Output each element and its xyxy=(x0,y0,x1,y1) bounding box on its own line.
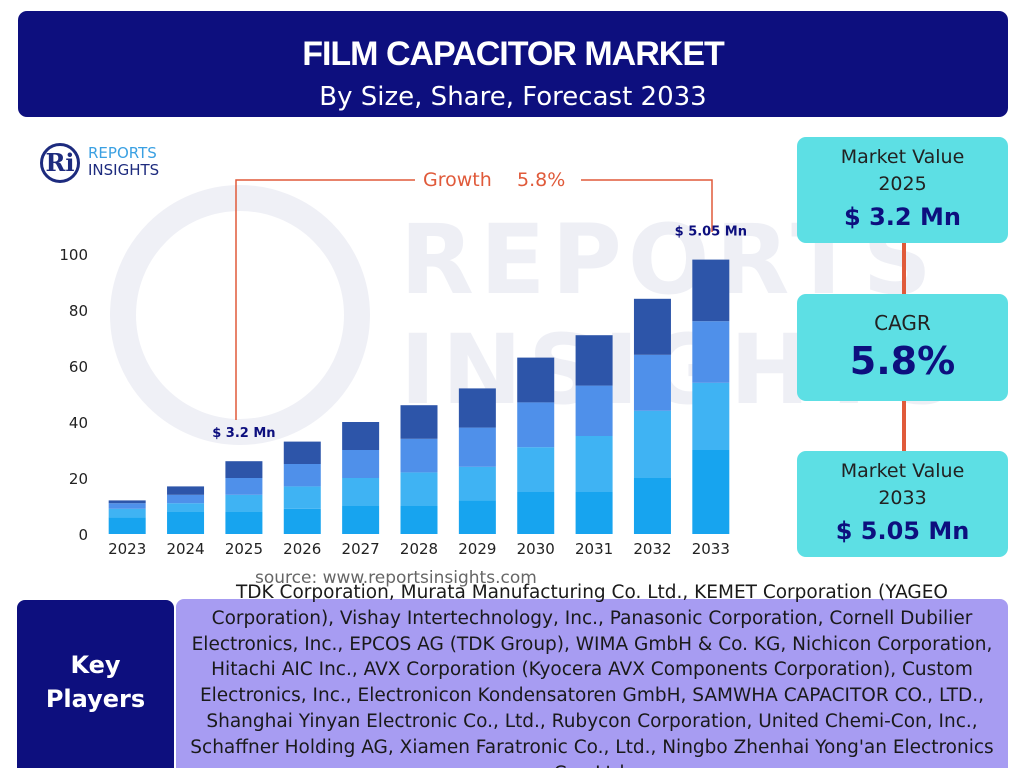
bar-segment-2024-s3 xyxy=(167,494,205,504)
stat-market-value-2025: Market Value 2025 $ 3.2 Mn xyxy=(797,137,1008,243)
y-tick-label: 100 xyxy=(59,246,88,264)
bar-segment-2032-s1 xyxy=(633,478,671,534)
x-tick-label: 2026 xyxy=(283,540,321,558)
bar-segment-2030-s4 xyxy=(517,357,555,403)
logo-wordmark: REPORTS INSIGHTS xyxy=(88,145,159,179)
bar-segment-2024-s4 xyxy=(167,486,205,495)
bar-segment-2030-s2 xyxy=(517,447,555,492)
stat-value: $ 3.2 Mn xyxy=(844,203,961,231)
key-players-label: Key Players xyxy=(17,600,174,768)
bar-segment-2029-s1 xyxy=(458,500,496,534)
bar-segment-2030-s1 xyxy=(517,492,555,534)
stat-label: Market Value 2025 xyxy=(840,146,965,195)
bar-segment-2029-s3 xyxy=(458,427,496,467)
stat-connector xyxy=(902,243,906,294)
bar-segment-2028-s2 xyxy=(400,472,438,506)
x-tick-label: 2032 xyxy=(633,540,671,558)
x-tick-label: 2029 xyxy=(458,540,496,558)
stat-market-value-2033: Market Value 2033 $ 5.05 Mn xyxy=(797,451,1008,557)
bar-segment-2032-s4 xyxy=(633,298,671,355)
bar-segment-2023-s4 xyxy=(108,500,146,504)
x-tick-label: 2030 xyxy=(517,540,555,558)
bar-segment-2028-s4 xyxy=(400,405,438,439)
bar-segment-2026-s1 xyxy=(283,508,321,534)
bar-segment-2031-s4 xyxy=(575,335,613,386)
bar-segment-2023-s3 xyxy=(108,503,146,509)
growth-bracket: Growth 5.8% xyxy=(235,169,713,420)
y-tick-label: 60 xyxy=(69,358,88,376)
bar-segment-2028-s3 xyxy=(400,438,438,473)
stat-value: $ 5.05 Mn xyxy=(835,517,970,545)
bar-segment-2031-s2 xyxy=(575,436,613,492)
bar-segment-2033-s1 xyxy=(692,450,730,534)
x-tick-label: 2033 xyxy=(692,540,730,558)
stat-cagr: CAGR 5.8% xyxy=(797,294,1008,401)
key-players-list: TDK Corporation, Murata Manufacturing Co… xyxy=(190,582,994,768)
bar-segment-2029-s4 xyxy=(458,388,496,428)
page-title: FILM CAPACITOR MARKET xyxy=(302,35,725,73)
y-tick-label: 40 xyxy=(69,414,88,432)
bar-segment-2030-s3 xyxy=(517,402,555,448)
x-tick-label: 2027 xyxy=(342,540,380,558)
bar-segment-2033-s4 xyxy=(692,259,730,322)
logo-line2: INSIGHTS xyxy=(88,161,160,179)
x-tick-label: 2024 xyxy=(166,540,204,558)
y-tick-label: 80 xyxy=(69,302,88,320)
bar-segment-2033-s3 xyxy=(692,321,730,383)
bar-segment-2032-s2 xyxy=(633,410,671,478)
bar-segment-2027-s1 xyxy=(342,506,380,534)
y-tick-label: 0 xyxy=(78,526,88,544)
brand-logo: Ri REPORTS INSIGHTS xyxy=(40,143,240,185)
y-axis: 0 20 40 60 80 100 xyxy=(59,246,88,544)
growth-bracket-line xyxy=(235,179,713,420)
stat-connector xyxy=(902,401,906,451)
bar-segment-2023-s1 xyxy=(108,517,146,534)
growth-label-prefix: Growth xyxy=(423,169,492,191)
bar-segment-2024-s2 xyxy=(167,503,205,512)
stat-value: 5.8% xyxy=(849,339,956,383)
key-players-panel xyxy=(176,599,1008,768)
stat-label: CAGR xyxy=(874,311,931,335)
bar-annotation-2025: $ 3.2 Mn xyxy=(212,426,275,441)
growth-label-value: 5.8% xyxy=(517,169,565,191)
x-axis: 2023 2024 2025 2026 2027 2028 2029 2030 2031 2032… xyxy=(108,540,730,558)
bar-segment-2025-s3 xyxy=(225,478,263,495)
page-subtitle: By Size, Share, Forecast 2033 xyxy=(319,82,707,112)
bar-segment-2025-s2 xyxy=(225,494,263,512)
x-tick-label: 2031 xyxy=(575,540,613,558)
bar-segment-2026-s2 xyxy=(283,486,321,509)
bar-segment-2031-s1 xyxy=(575,492,613,534)
bar-segment-2033-s2 xyxy=(692,382,730,450)
bar-segment-2026-s3 xyxy=(283,464,321,487)
bar-annotations: $ 3.2 Mn $ 5.05 Mn xyxy=(212,225,747,442)
bar-segment-2023-s2 xyxy=(108,508,146,518)
bar-segment-2027-s4 xyxy=(342,422,380,450)
source-note: source: www.reportsinsights.com xyxy=(255,568,537,588)
bar-segment-2024-s1 xyxy=(167,511,205,534)
logo-line1: REPORTS xyxy=(88,144,157,162)
bar-segment-2025-s1 xyxy=(225,511,263,534)
bar-segment-2029-s2 xyxy=(458,466,496,501)
bar-annotation-2033: $ 5.05 Mn xyxy=(675,225,747,240)
logo-monogram-icon: Ri xyxy=(40,143,80,183)
bar-series xyxy=(108,259,730,534)
x-tick-label: 2028 xyxy=(400,540,438,558)
bar-segment-2028-s1 xyxy=(400,506,438,534)
y-tick-label: 20 xyxy=(69,470,88,488)
bar-segment-2026-s4 xyxy=(283,441,321,464)
x-tick-label: 2023 xyxy=(108,540,146,558)
stat-label: Market Value 2033 xyxy=(840,460,965,509)
header-banner: FILM CAPACITOR MARKET By Size, Share, Fo… xyxy=(18,11,1008,117)
x-tick-label: 2025 xyxy=(225,540,263,558)
bar-segment-2027-s3 xyxy=(342,450,380,478)
bar-segment-2032-s3 xyxy=(633,354,671,411)
bar-segment-2027-s2 xyxy=(342,478,380,506)
bar-segment-2025-s4 xyxy=(225,461,263,478)
bar-segment-2031-s3 xyxy=(575,385,613,436)
